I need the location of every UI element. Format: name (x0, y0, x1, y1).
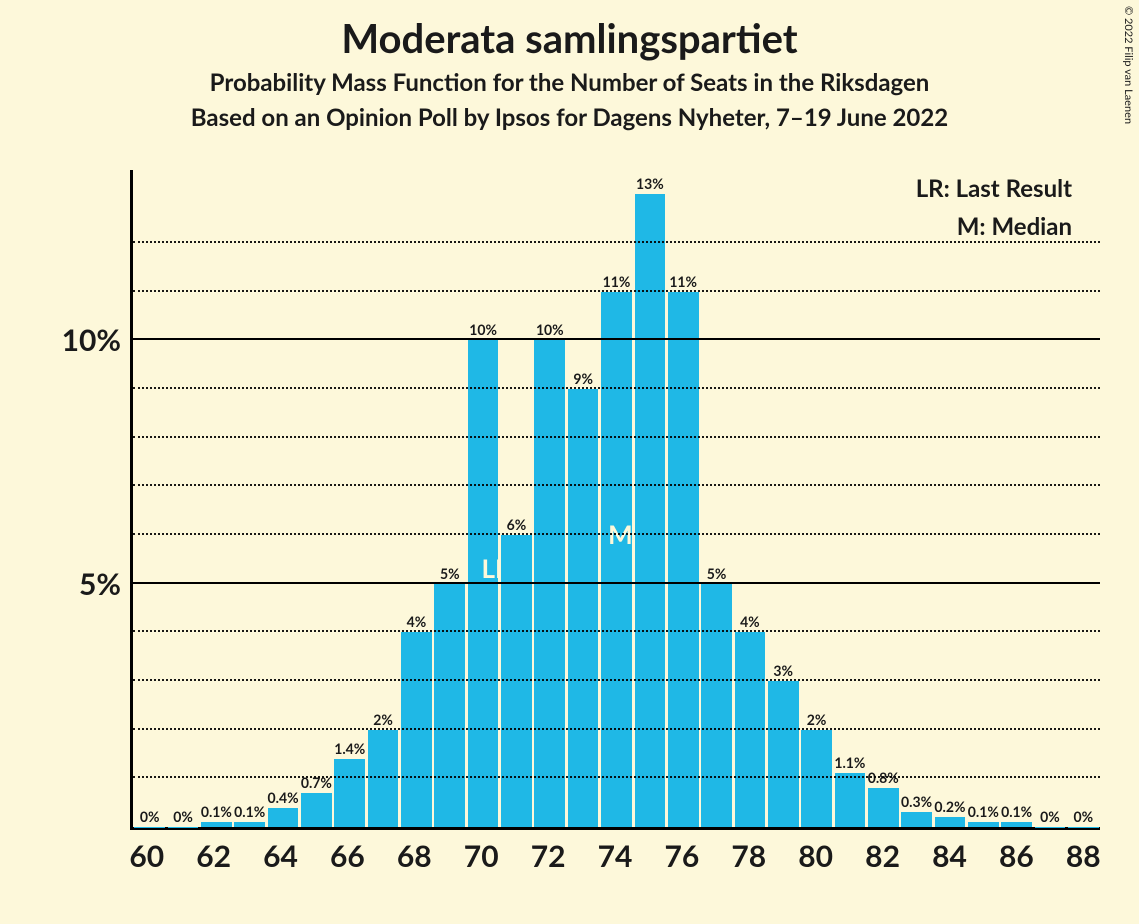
bar-value-label: 13% (636, 175, 664, 194)
gridline-minor (133, 728, 1100, 730)
gridline-minor (133, 484, 1100, 486)
x-axis-label: 88 (1066, 838, 1101, 874)
bar: 11% (668, 292, 699, 827)
plot-area: LR: Last Result M: Median 0%0%0.1%0.1%0.… (130, 170, 1100, 830)
bar: 3% (768, 681, 799, 827)
y-axis-label: 10% (62, 322, 133, 358)
chart-titles: Moderata samlingspartiet Probability Mas… (0, 0, 1139, 132)
x-axis-label: 62 (196, 838, 231, 874)
x-axis-label: 66 (330, 838, 365, 874)
bar-value-label: 0% (173, 808, 193, 827)
x-axis-label: 70 (464, 838, 499, 874)
bar-value-label: 0% (140, 808, 160, 827)
bar: 0.1% (1001, 822, 1032, 827)
x-axis-label: 76 (664, 838, 699, 874)
bar: 5% (701, 584, 732, 827)
bar-value-label: 0% (1040, 808, 1060, 827)
bar: 4% (735, 632, 766, 827)
bar-value-label: 0.1% (234, 803, 265, 822)
bar: 10% (468, 340, 499, 827)
bar-value-label: 0.8% (868, 769, 899, 788)
bar: 0.8% (868, 788, 899, 827)
bar-value-label: 0% (1074, 808, 1094, 827)
bar: 0.1% (968, 822, 999, 827)
x-axis-label: 60 (129, 838, 164, 874)
gridline-minor (133, 776, 1100, 778)
bar: 0.7% (301, 793, 332, 827)
bar-value-label: 1.4% (334, 740, 365, 759)
gridline-minor (133, 533, 1100, 535)
x-axis-label: 72 (531, 838, 566, 874)
bar: 0.1% (234, 822, 265, 827)
bar-value-label: 1.1% (834, 754, 865, 773)
x-axis-label: 86 (999, 838, 1034, 874)
x-axis-label: 84 (932, 838, 967, 874)
bar-value-label: 0.1% (968, 803, 999, 822)
chart-container: LR: Last Result M: Median 0%0%0.1%0.1%0.… (60, 170, 1120, 890)
x-axis-label: 78 (731, 838, 766, 874)
gridline-major: 5% (133, 582, 1100, 584)
bar: 4% (401, 632, 432, 827)
gridline-minor (133, 630, 1100, 632)
y-axis-label: 5% (79, 566, 133, 602)
chart-subtitle-2: Based on an Opinion Poll by Ipsos for Da… (0, 103, 1139, 132)
x-axis-labels: 60 62 64 66 68 70 72 74 76 78 80 82 84 86 88 (130, 830, 1100, 890)
bar-value-label: 0.1% (1001, 803, 1032, 822)
gridline-minor (133, 679, 1100, 681)
bar: 5% (434, 584, 465, 827)
bar: 11% (601, 292, 632, 827)
bar: 1.1% (835, 773, 866, 827)
x-axis-label: 74 (598, 838, 633, 874)
x-axis-label: 68 (397, 838, 432, 874)
bar: 1.4% (334, 759, 365, 827)
copyright-text: © 2022 Filip van Laenen (1122, 6, 1135, 124)
bar-value-label: 0.3% (901, 793, 932, 812)
x-axis-label: 80 (798, 838, 833, 874)
bar: 0.2% (935, 817, 966, 827)
gridline-minor (133, 241, 1100, 243)
bar: 0.3% (901, 812, 932, 827)
gridline-major: 10% (133, 338, 1100, 340)
bar-value-label: 0.4% (268, 789, 299, 808)
bar: 0.1% (201, 822, 232, 827)
bar-value-label: 0.1% (201, 803, 232, 822)
x-axis-label: 82 (865, 838, 900, 874)
chart-subtitle-1: Probability Mass Function for the Number… (0, 68, 1139, 97)
bar: 9% (568, 389, 599, 827)
bar: 10% (534, 340, 565, 827)
gridline-minor (133, 436, 1100, 438)
bar: 0.4% (268, 808, 299, 827)
chart-main-title: Moderata samlingspartiet (0, 14, 1139, 62)
bar-value-label: 0.2% (934, 798, 965, 817)
gridline-minor (133, 387, 1100, 389)
gridline-minor (133, 290, 1100, 292)
x-axis-label: 64 (263, 838, 298, 874)
